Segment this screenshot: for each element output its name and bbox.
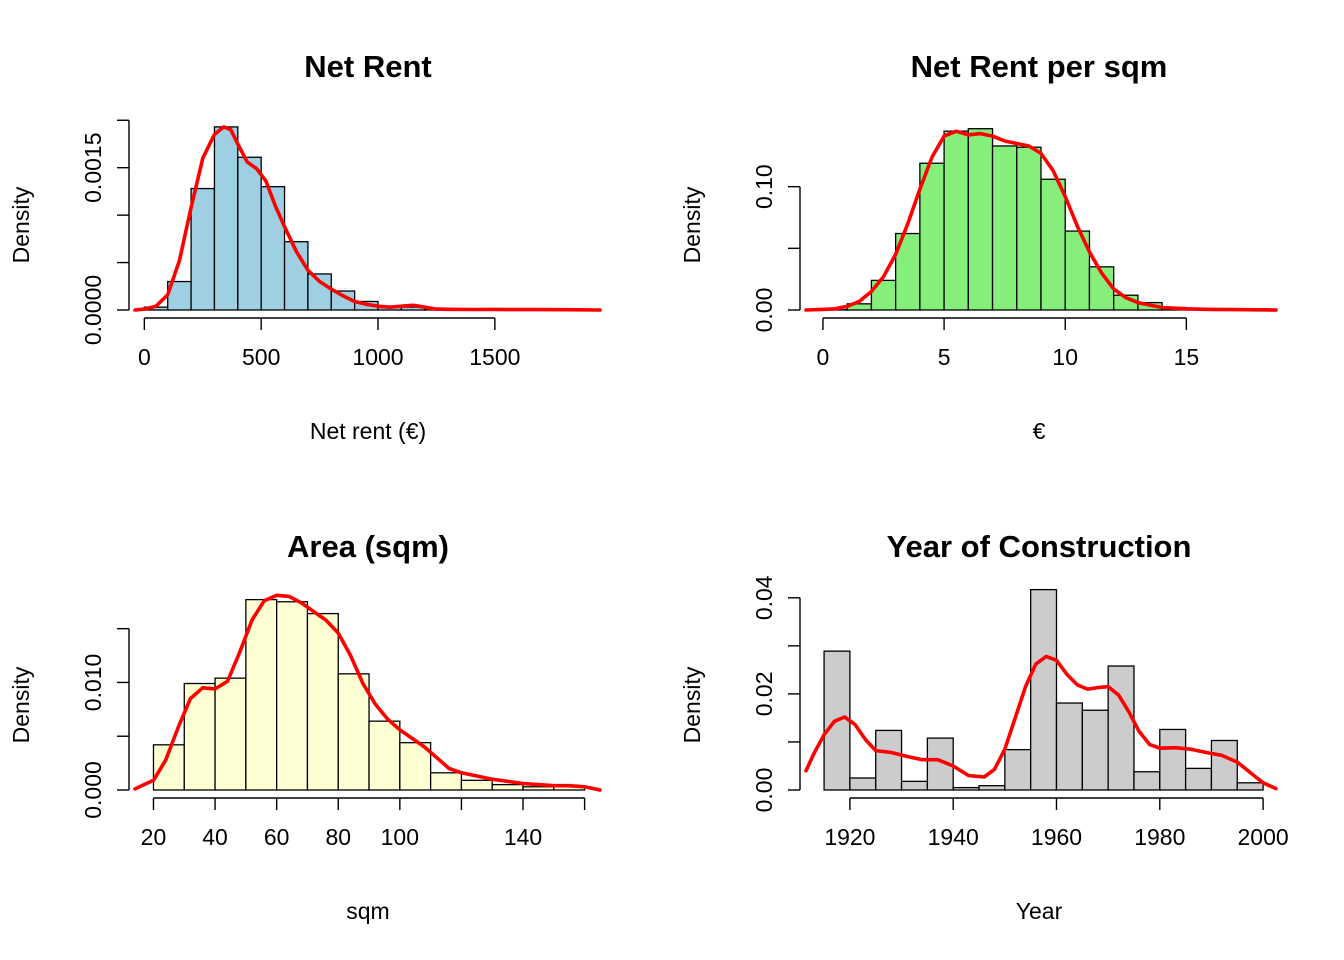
year-of-construction-title: Year of Construction [887,529,1192,564]
area-title: Area (sqm) [287,529,449,564]
area-density-curve [133,593,602,792]
area-bars [152,598,586,791]
area-bar-4 [276,601,309,791]
year-of-construction-bar-6 [978,785,1006,791]
area-xlabel: sqm [346,898,389,924]
net-rent-panel: Net Rent Net rent (€) Density 0 500 1000 15… [8,49,602,444]
net-rent-per-sqm-bars [822,128,1212,311]
year-of-construction-bar-16 [1236,782,1264,791]
net-rent-x-tick-label-1: 500 [242,344,280,370]
net-rent-bar-5 [260,186,286,311]
year-of-construction-bar-8 [1030,588,1058,791]
net-rent-per-sqm-bar-5 [943,130,969,311]
year-of-construction-bar-4 [926,737,954,791]
net-rent-x-tick-label-2: 1000 [352,344,403,370]
area-bar-11 [491,783,524,791]
year-of-construction-bar-11 [1107,665,1135,791]
net-rent-per-sqm-bar-6 [967,128,994,311]
area-x-tick-label-3: 80 [325,824,351,850]
year-of-construction-y-tick-label-0: 0.00 [751,768,777,813]
net-rent-per-sqm-panel: Net Rent per sqm € Density 0 5 10 15 0.00 0.1… [679,49,1278,444]
net-rent-per-sqm-bar-8 [1016,146,1042,311]
area-bar-9 [429,772,463,791]
year-of-construction-ylabel: Density [679,666,705,743]
year-of-construction-bar-7 [1004,748,1032,791]
net-rent-per-sqm-x-tick-label-3: 15 [1174,344,1200,370]
net-rent-per-sqm-title: Net Rent per sqm [911,49,1168,84]
year-of-construction-bars [823,588,1264,791]
year-of-construction-density-curve [804,654,1278,791]
area-bar-12 [522,786,555,791]
net-rent-per-sqm-ylabel: Density [679,186,705,263]
net-rent-x-tick-label-0: 0 [138,344,151,370]
area-bar-2 [214,677,247,791]
net-rent-bar-3 [213,126,239,311]
year-of-construction-x-tick-label-3: 1980 [1134,824,1185,850]
net-rent-bar-4 [237,156,262,311]
net-rent-per-sqm-bar-7 [991,145,1018,311]
area-bar-10 [460,779,493,791]
year-of-construction-y-tick-label-2: 0.02 [751,672,777,717]
net-rent-ylabel: Density [8,186,34,263]
year-of-construction-bar-9 [1055,702,1083,791]
net-rent-x-tick-label-3: 1500 [469,344,520,370]
year-of-construction-bar-1 [849,777,877,791]
net-rent-density-curve [133,125,602,312]
net-rent-per-sqm-y-tick-label-2: 0.10 [751,164,777,209]
year-of-construction-y-tick-label-4: 0.04 [751,575,777,620]
net-rent-per-sqm-x-tick-label-0: 0 [817,344,830,370]
net-rent-bar-2 [190,187,216,311]
year-of-construction-xlabel: Year [1016,898,1063,924]
year-of-construction-bar-10 [1081,709,1109,791]
net-rent-per-sqm-bar-4 [919,162,945,311]
net-rent-xlabel: Net rent (€) [310,418,426,444]
year-of-construction-bar-12 [1133,771,1161,791]
year-of-construction-bar-5 [952,786,980,791]
year-of-construction-panel: Year of Construction Year Density 1920 19… [679,529,1289,924]
area-x-tick-label-2: 60 [264,824,290,850]
net-rent-y-tick-label-0: 0.0000 [80,275,106,345]
net-rent-per-sqm-x-tick-label-2: 10 [1052,344,1078,370]
area-x-tick-label-0: 20 [141,824,167,850]
net-rent-y-tick-label-3: 0.0015 [80,133,106,203]
year-of-construction-x-tick-label-1: 1940 [928,824,979,850]
net-rent-per-sqm-xlabel: € [1033,418,1046,444]
net-rent-per-sqm-x-tick-label-1: 5 [938,344,951,370]
area-y-tick-label-0: 0.000 [80,761,106,819]
year-of-construction-bar-2 [875,729,903,791]
net-rent-per-sqm-bar-9 [1040,178,1066,311]
area-ylabel: Density [8,666,34,743]
area-bar-7 [368,720,401,791]
area-bar-1 [183,682,216,791]
area-panel: Area (sqm) sqm Density 20 40 60 80 100 140 0.0… [8,529,602,924]
net-rent-bars [143,126,589,311]
net-rent-per-sqm-density-curve [804,129,1278,312]
year-of-construction-x-tick-label-4: 2000 [1238,824,1289,850]
year-of-construction-bar-3 [900,780,929,791]
area-y-tick-label-2: 0.010 [80,654,106,712]
year-of-construction-bar-15 [1210,739,1238,791]
year-of-construction-bar-14 [1184,767,1213,791]
net-rent-per-sqm-y-tick-label-0: 0.00 [751,288,777,333]
year-of-construction-x-tick-label-2: 1960 [1031,824,1082,850]
area-x-tick-label-6: 140 [504,824,542,850]
net-rent-title: Net Rent [304,49,431,84]
area-x-tick-label-4: 100 [381,824,419,850]
area-bar-5 [306,612,339,791]
year-of-construction-bar-13 [1159,728,1187,791]
area-bar-3 [245,598,278,791]
area-bar-6 [337,673,370,791]
year-of-construction-x-tick-label-0: 1920 [824,824,875,850]
area-x-tick-label-1: 40 [202,824,228,850]
